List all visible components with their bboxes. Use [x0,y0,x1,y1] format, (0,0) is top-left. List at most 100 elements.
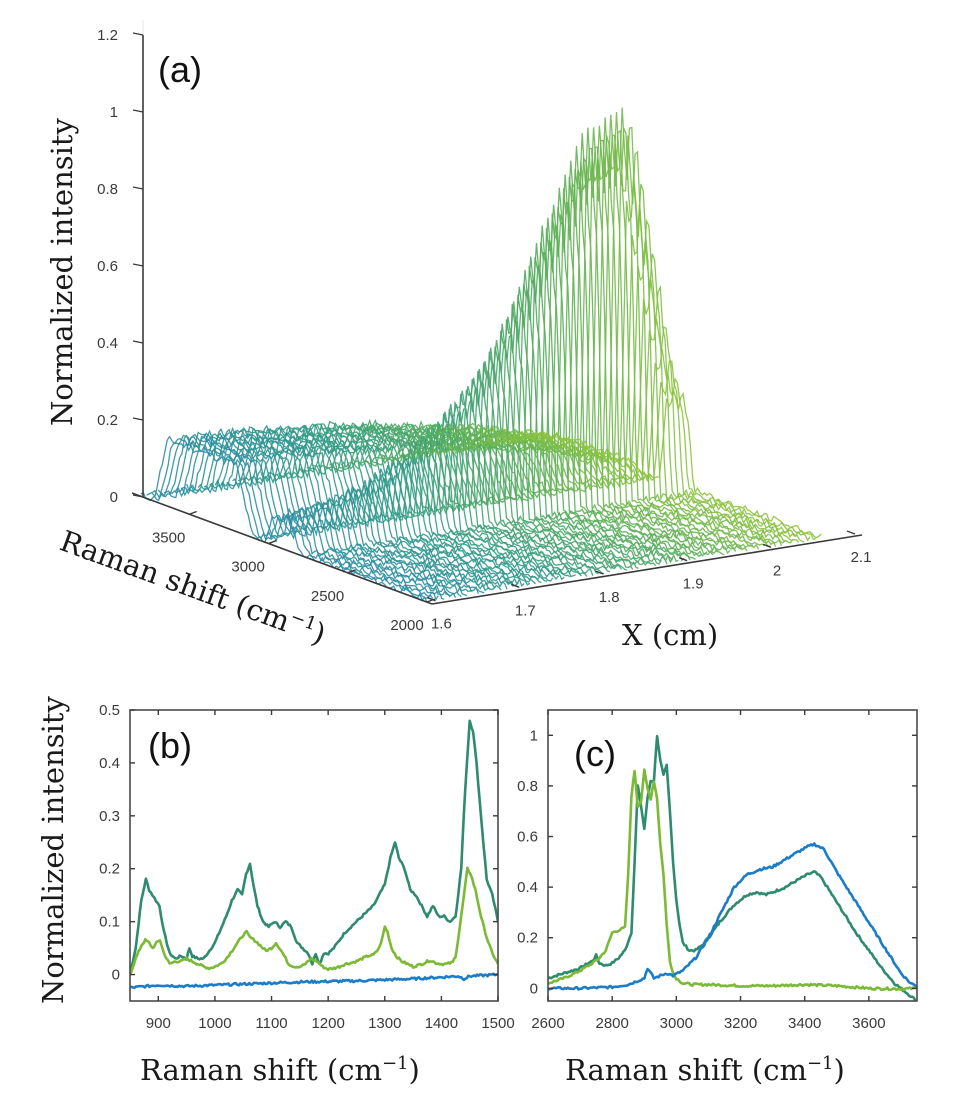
waterfall-trace [403,225,691,561]
x-tick [762,543,772,548]
panel-b-x-tick-label: 1000 [198,1015,231,1032]
panel-b-y-axis-title: Normalized intensity [36,695,70,1004]
raman-tick [267,540,277,545]
panel-c-y-tick-label: 0.4 [517,879,538,896]
x-axis-title: X (cm) [622,618,718,652]
waterfall-trace [272,425,560,580]
z-tick [132,494,144,498]
waterfall-trace [432,160,719,555]
panel-b-x-tick-label: 900 [146,1015,171,1032]
panel-c-frame [547,709,918,1002]
panel-b-y-tick-label: 0.1 [99,914,120,931]
waterfall-trace [214,426,502,591]
panel-b-x-tick-label: 1100 [255,1015,287,1032]
panel-c-x-tick-label: 3400 [788,1015,821,1032]
z-tick [132,32,144,36]
waterfall-trace [483,107,771,547]
waterfall-trace [317,404,605,575]
3d-axes: 0 0.2 0.4 0.6 0.8 1 1.2 3500 3000 2500 2000 1.6 1.7 1… [97,27,871,634]
waterfall-traces [140,107,822,603]
panel-b-x-axis-title: Raman shift (cm−1) [140,1053,420,1087]
panel-c-line-chart: 2600 2800 3000 3200 3400 3600 0 0.2 0.4 0.6 0.8 1 (… [517,709,918,1087]
x-axis-line [431,534,863,605]
x-tick-label: 1.6 [431,616,452,633]
panel-c-x-axis-title: Raman shift (cm−1) [565,1053,845,1087]
raman-tick [347,569,356,574]
x-tick-label: 2.1 [851,549,872,566]
raman-axis-title: Raman shift (cm−1) [56,524,331,652]
panel-b-ticks: 900 1000 1100 1200 1300 1400 1500 0 0.1 0.2 0.3 0.4… [99,702,515,1032]
x-tick [594,570,604,575]
panel-c-x-tick-label: 3200 [724,1015,757,1032]
waterfall-trace [397,242,685,562]
raman-tick [188,510,197,516]
panel-c-series [548,734,917,1001]
waterfall-trace [357,340,645,566]
raman-tick-label: 3000 [231,559,264,576]
x-tick [511,583,520,588]
panel-b-y-tick-label: 0 [112,967,120,984]
panel-b-series-dark-green [130,719,498,975]
waterfall-trace [351,347,639,570]
raman-tick-label: 2500 [311,588,344,605]
panel-c-y-tick-label: 0.8 [517,778,538,795]
panel-b-y-tick-label: 0.5 [99,702,120,719]
x-tick-label: 1.7 [515,602,536,619]
waterfall-trace [534,390,822,539]
panel-c-y-tick-label: 0.6 [517,829,538,846]
z-tick-label: 1.2 [97,27,118,44]
panel-c-y-tick-label: 0.2 [517,930,538,947]
panel-b-x-tick-label: 1400 [425,1015,458,1032]
z-tick [132,186,144,190]
panel-a-3d-waterfall: 0 0.2 0.4 0.6 0.8 1 1.2 3500 3000 2500 2000 1.6 1.7 1… [45,20,871,652]
waterfall-trace [438,146,725,556]
z-tick-label: 0.8 [97,181,118,198]
z-tick-label: 0.2 [97,412,118,429]
panel-label-b: (b) [148,725,192,766]
panel-b-series-blue [130,972,498,990]
waterfall-trace [294,423,582,577]
panel-b-line-chart: 900 1000 1100 1200 1300 1400 1500 0 0.1 0.2 0.3 0.4… [99,702,515,1087]
panel-b-series [130,719,498,990]
waterfall-trace [220,426,508,590]
raman-axis-line [131,492,433,605]
panel-b-y-tick-label: 0.4 [99,755,120,772]
waterfall-trace [197,428,485,594]
panel-c-y-tick-label: 0 [530,980,538,997]
x-tick-label: 2 [773,562,781,579]
x-tick-label: 1.9 [683,576,704,593]
panel-c-x-tick-label: 3000 [660,1015,693,1032]
waterfall-trace [369,316,657,567]
panel-label-a: (a) [158,49,202,90]
panel-b-x-tick-label: 1500 [481,1015,514,1032]
panel-c-y-tick-label: 1 [530,727,538,744]
waterfall-trace [226,427,514,587]
panel-c-x-tick-label: 3600 [852,1015,885,1032]
waterfall-trace [243,427,531,586]
panel-b-y-tick-label: 0.3 [99,808,120,825]
x-tick-label: 1.8 [599,589,620,606]
panel-b-series-light-green [130,866,498,976]
x-tick [427,597,436,602]
panel-c-series-blue [548,842,917,991]
panel-c-x-tick-label: 2600 [531,1015,564,1032]
z-tick [132,417,144,421]
z-tick [132,263,144,267]
x-tick [678,557,688,562]
panel-c-x-tick-label: 2800 [595,1015,628,1032]
z-tick-label: 1 [110,104,118,121]
z-axis-title: Normalized intensity [45,117,79,426]
waterfall-trace [266,426,554,582]
z-tick [132,340,144,344]
panel-c-series-light-green [548,768,917,992]
waterfall-trace [340,368,628,571]
z-tick [132,109,144,113]
raman-tick-label: 3500 [152,530,185,547]
panel-c-series-dark-green [548,734,917,1001]
panel-label-c: (c) [574,733,616,774]
x-tick [846,530,856,535]
panel-c-ticks: 2600 2800 3000 3200 3400 3600 0 0.2 0.4 0.6 0.8 1 [517,710,917,1032]
panel-b-y-tick-label: 0.2 [99,861,120,878]
raman-tick-label: 2000 [390,617,423,634]
